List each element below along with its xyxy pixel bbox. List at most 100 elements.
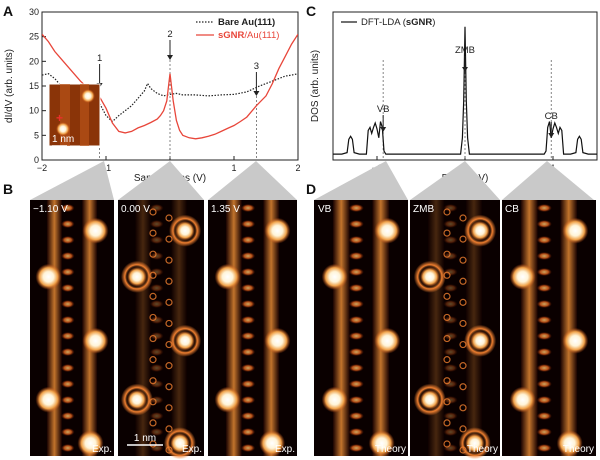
lattice-dot — [348, 364, 364, 372]
wedge-b3 — [208, 161, 297, 200]
bright-protrusion — [214, 263, 241, 290]
panel-label-c: C — [306, 3, 316, 19]
lattice-dot — [149, 252, 164, 260]
bright-protrusion — [214, 386, 241, 413]
ytick-label-6: 30 — [29, 7, 39, 17]
lattice-dot — [240, 428, 256, 436]
lattice-dot — [443, 396, 458, 404]
edge-stripe-right — [263, 200, 280, 456]
lattice-dot — [61, 316, 75, 324]
lattice-dot — [536, 220, 552, 228]
node-ring — [165, 277, 173, 285]
node-ring — [149, 313, 157, 322]
image-label-d3: CB — [505, 204, 519, 215]
bright-protrusion — [562, 327, 589, 354]
lattice-dot — [149, 268, 164, 276]
stm-image-exp-1 — [30, 200, 114, 457]
plot-a-guides — [99, 60, 257, 160]
panel-b-images: −1.10 V 0.00 V 1.35 V Exp. Exp. Exp. 1 nm — [30, 200, 297, 460]
lattice-dot — [536, 412, 552, 420]
lattice-dot — [149, 348, 164, 356]
lattice-dot — [149, 428, 164, 436]
node-ring — [443, 250, 451, 258]
lattice-dot — [348, 316, 364, 324]
node-ring — [443, 271, 451, 279]
node-ring — [165, 340, 173, 349]
legend-label-sgnr: sGNR/Au(111) — [218, 30, 279, 41]
edge-stripe-left — [225, 200, 242, 456]
lattice-dot — [149, 236, 164, 244]
lattice-dot — [443, 300, 458, 308]
image-label-b2: 0.00 V — [121, 204, 150, 215]
image-label-b1: −1.10 V — [33, 204, 68, 215]
annotation-3: 3 — [254, 61, 259, 72]
ytick-label-5: 25 — [29, 32, 39, 42]
lattice-dot — [536, 252, 552, 260]
annotation-c-1: VB — [377, 104, 390, 115]
lattice-dot — [240, 316, 256, 324]
lattice-dot — [149, 332, 164, 340]
ytick-label-2: 10 — [29, 106, 39, 116]
node-ring — [149, 250, 157, 258]
lattice-dot — [443, 204, 458, 212]
node-ring — [165, 214, 173, 222]
node-ring — [459, 235, 467, 243]
plot-c-arrows: VB ZMB CB — [377, 45, 558, 138]
node-ring — [149, 271, 157, 279]
lattice-dot — [149, 204, 164, 212]
lattice-dot — [149, 396, 164, 404]
lattice-dot — [240, 396, 256, 404]
bright-protrusion — [126, 389, 147, 410]
inset-stm-image: + 1 nm — [48, 83, 101, 147]
lattice-dot — [443, 332, 458, 340]
node-ring — [443, 419, 451, 427]
node-ring — [443, 334, 451, 343]
lattice-dot — [443, 284, 458, 292]
lattice-dot — [149, 364, 164, 372]
lattice-dot — [240, 204, 256, 212]
node-ring — [165, 383, 173, 391]
lattice-dot — [348, 236, 364, 244]
bright-protrusion — [562, 217, 589, 244]
lattice-dot — [348, 444, 364, 452]
xtick-label-3: 1 — [231, 163, 236, 173]
image-label-d2: ZMB — [413, 204, 434, 215]
node-ring — [459, 340, 467, 349]
bright-protrusion — [77, 430, 104, 457]
lattice-dot — [61, 220, 75, 228]
stm-image-exp-2 — [118, 200, 204, 460]
node-ring — [443, 356, 451, 364]
wedge-b2 — [118, 161, 204, 200]
arrow-head-2 — [167, 55, 173, 60]
panel-a-plot: −2−1012051015202530 123 Bare Au(111) sGN… — [4, 7, 301, 184]
lattice-dot — [240, 380, 256, 388]
lattice-dot — [536, 316, 552, 324]
lattice-dot — [240, 284, 256, 292]
image-corner-d3: Theory — [563, 444, 594, 455]
stm-image-theory-zmb — [410, 200, 500, 460]
image-corner-b3: Exp. — [275, 444, 295, 455]
lattice-dot — [61, 428, 75, 436]
bright-protrusion — [368, 430, 395, 457]
lattice-dot — [61, 332, 75, 340]
node-ring — [165, 319, 173, 328]
stm-image-theory-cb — [502, 200, 596, 457]
ytick-label-4: 20 — [29, 56, 39, 66]
node-ring — [165, 425, 173, 433]
edge-stripe-left — [135, 200, 151, 456]
lattice-dot — [348, 396, 364, 404]
bright-protrusion — [259, 430, 286, 457]
connector-wedges — [30, 161, 594, 200]
arrow-head-c-1 — [380, 127, 387, 132]
edge-stripe-left — [332, 200, 350, 456]
annotation-1: 1 — [97, 53, 102, 64]
node-ring — [459, 319, 467, 328]
lattice-dot — [443, 252, 458, 260]
lattice-dot — [240, 268, 256, 276]
arrow-head-c-2 — [462, 67, 468, 72]
node-ring — [459, 383, 467, 391]
lattice-dot — [61, 444, 75, 452]
node-ring — [443, 377, 451, 385]
xtick-label-1: −1 — [101, 163, 111, 173]
bright-protrusion — [35, 386, 62, 413]
